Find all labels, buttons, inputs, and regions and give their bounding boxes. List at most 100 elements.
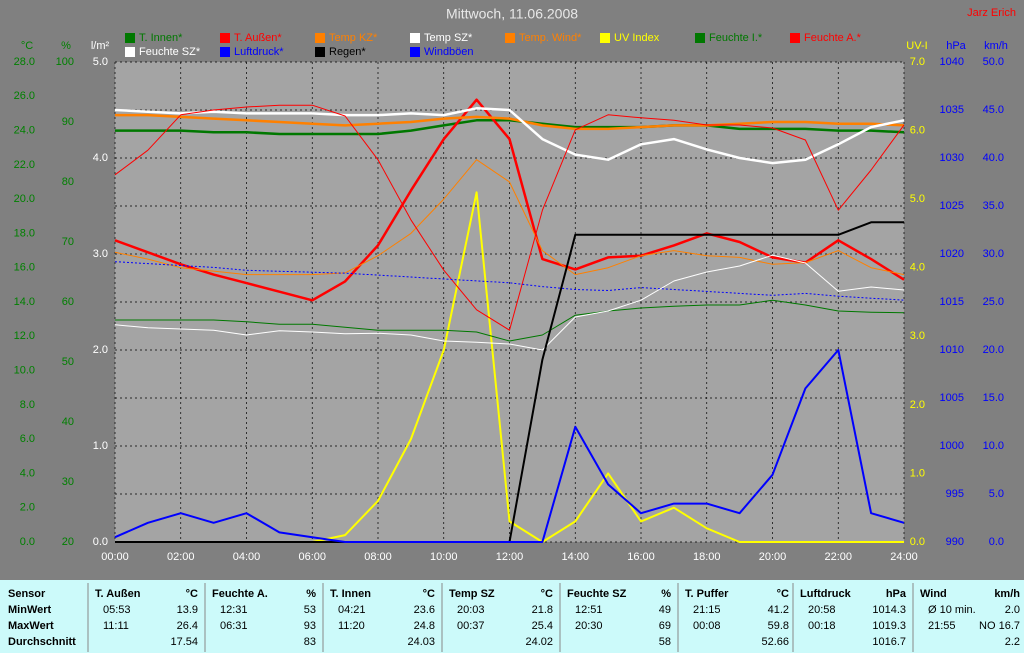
y-tick-label: 40.0 [983, 152, 1004, 164]
legend-label: Luftdruck* [234, 46, 284, 58]
y-tick-label: 2.0 [93, 344, 108, 356]
y-tick-label: 16.0 [14, 262, 35, 274]
max-value: 69 [659, 620, 671, 632]
legend-label: T. Innen* [139, 32, 183, 44]
axis-title: km/h [984, 40, 1008, 52]
x-tick-label: 10:00 [430, 551, 458, 563]
max-value: 24.8 [414, 620, 435, 632]
column-header: Feuchte SZ [567, 588, 627, 600]
column-header: Luftdruck [800, 588, 852, 600]
column-unit: % [306, 588, 316, 600]
max-time: 06:31 [220, 620, 248, 632]
axis-title: l/m² [91, 40, 110, 52]
y-tick-label: 70 [62, 236, 74, 248]
y-tick-label: 4.0 [20, 467, 35, 479]
y-tick-label: 1.0 [93, 440, 108, 452]
x-tick-label: 06:00 [298, 551, 326, 563]
column-header: Wind [920, 588, 947, 600]
min-value: 41.2 [768, 604, 789, 616]
y-tick-label: 990 [946, 536, 964, 548]
y-tick-label: 0.0 [93, 536, 108, 548]
column-unit: °C [423, 588, 435, 600]
row-label: Sensor [8, 588, 46, 600]
series-line [114, 159, 905, 276]
min-value: 1014.3 [872, 604, 906, 616]
max-time: 21:55 [928, 620, 956, 632]
max-value: 26.4 [177, 620, 198, 632]
series-line [115, 299, 905, 342]
table-area [0, 580, 1024, 653]
y-tick-label: 3.0 [93, 248, 108, 260]
max-value: 59.8 [768, 620, 789, 632]
x-tick-label: 16:00 [627, 551, 655, 563]
y-tick-label: 6.0 [20, 433, 35, 445]
legend-swatch [695, 33, 705, 43]
x-tick-label: 20:00 [759, 551, 787, 563]
legend-swatch [125, 47, 135, 57]
y-tick-label: 90 [62, 116, 74, 128]
x-tick-label: 00:00 [101, 551, 129, 563]
column-unit: °C [541, 588, 553, 600]
y-tick-label: 20.0 [14, 193, 35, 205]
y-tick-label: 50.0 [983, 56, 1004, 68]
legend-swatch [410, 33, 420, 43]
y-tick-label: 22.0 [14, 159, 35, 171]
min-value: 21.8 [532, 604, 553, 616]
y-tick-label: 8.0 [20, 399, 35, 411]
series-line [114, 254, 905, 351]
y-tick-label: 30.0 [983, 248, 1004, 260]
y-tick-label: 60 [62, 296, 74, 308]
max-time: 20:30 [575, 620, 603, 632]
y-tick-label: 15.0 [983, 392, 1004, 404]
min-time: 20:58 [808, 604, 836, 616]
average: 1016.7 [872, 636, 906, 648]
legend-label: T. Außen* [234, 32, 282, 44]
column-unit: hPa [886, 588, 907, 600]
row-label: MaxWert [8, 620, 54, 632]
legend-swatch [220, 47, 230, 57]
y-tick-label: 14.0 [14, 296, 35, 308]
average: 52.66 [761, 636, 789, 648]
x-tick-label: 18:00 [693, 551, 721, 563]
legend-label: UV Index [614, 32, 660, 44]
column-header: T. Innen [330, 588, 371, 600]
y-tick-label: 30 [62, 476, 74, 488]
y-tick-label: 5.0 [910, 193, 925, 205]
y-tick-label: 1015 [940, 296, 964, 308]
y-tick-label: 1035 [940, 104, 964, 116]
min-value: 2.0 [1005, 604, 1020, 616]
average: 17.54 [170, 636, 198, 648]
column-header: T. Puffer [685, 588, 729, 600]
column-header: Feuchte A. [212, 588, 268, 600]
max-time: 00:08 [693, 620, 721, 632]
legend-swatch [410, 47, 420, 57]
average: 2.2 [1005, 636, 1020, 648]
y-tick-label: 26.0 [14, 90, 35, 102]
y-tick-label: 1025 [940, 200, 964, 212]
average: 58 [659, 636, 671, 648]
average: 24.02 [525, 636, 553, 648]
y-tick-label: 5.0 [93, 56, 108, 68]
credit: Jarz Erich [967, 7, 1016, 19]
legend-label: Temp. Wind* [519, 32, 582, 44]
axis-title: °C [21, 40, 33, 52]
legend-label: Temp KZ* [329, 32, 378, 44]
y-tick-label: 18.0 [14, 227, 35, 239]
x-tick-label: 12:00 [496, 551, 524, 563]
y-tick-label: 2.0 [20, 502, 35, 514]
min-value: 53 [304, 604, 316, 616]
legend-label: Feuchte SZ* [139, 46, 201, 58]
y-tick-label: 7.0 [910, 56, 925, 68]
max-time: 00:37 [457, 620, 485, 632]
legend-label: Feuchte A.* [804, 32, 862, 44]
y-tick-label: 24.0 [14, 124, 35, 136]
y-tick-label: 25.0 [983, 296, 1004, 308]
legend-swatch [220, 33, 230, 43]
column-unit: % [661, 588, 671, 600]
y-tick-label: 28.0 [14, 56, 35, 68]
y-tick-label: 4.0 [910, 262, 925, 274]
min-time: 05:53 [103, 604, 131, 616]
column-unit: °C [186, 588, 198, 600]
max-time: 11:20 [338, 620, 365, 632]
